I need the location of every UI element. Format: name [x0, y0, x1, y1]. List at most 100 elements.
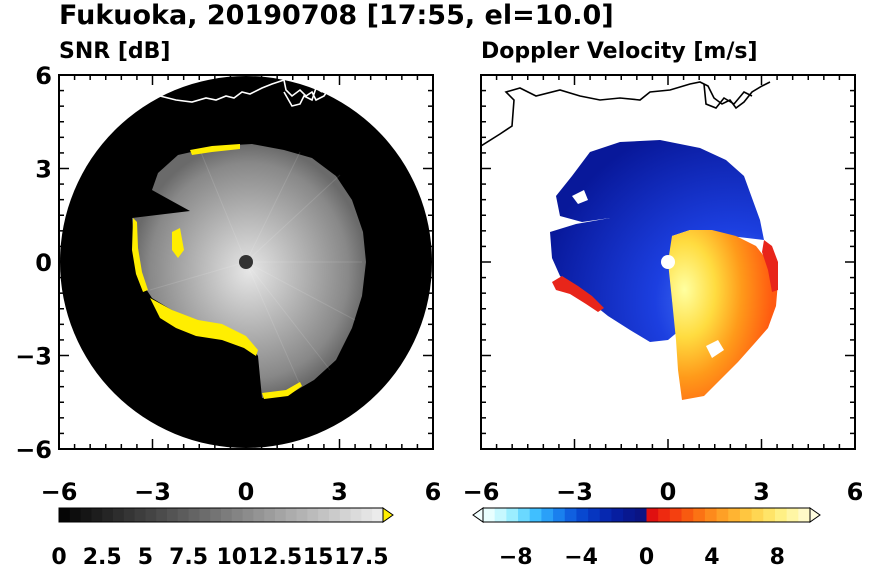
snr-colorbar-bin: [59, 508, 71, 522]
snr-colorbar-bin: [113, 508, 125, 522]
velocity-colorbar-tick-label: 4: [704, 545, 719, 570]
velocity-colorbar-tick-label: −8: [499, 545, 533, 570]
velocity-coastline: [481, 81, 771, 147]
velocity-colorbar-tick-label: 8: [770, 545, 785, 570]
snr-colorbar-tick-label: 0: [51, 545, 66, 570]
velocity-colorbar-bin: [704, 508, 718, 522]
snr-colorbar-bin: [307, 508, 319, 522]
velocity-colorbar-bin: [681, 508, 694, 522]
velocity-colorbar-bin: [553, 508, 566, 522]
snr-radial-streaks: [149, 149, 362, 386]
snr-colorbar-bin: [199, 508, 211, 522]
snr-echo-region: [132, 144, 366, 398]
velocity-subtitle: Doppler Velocity [m/s]: [481, 39, 758, 64]
velocity-gap-2: [572, 190, 588, 204]
velocity-colorbar-bin: [611, 508, 624, 522]
snr-over-range-west: [132, 218, 148, 292]
snr-colorbar-bin: [167, 508, 179, 522]
snr-colorbar-bin: [102, 508, 114, 522]
snr-colorbar-bin: [210, 508, 222, 522]
snr-colorbar-bin: [91, 508, 103, 522]
snr-y-tick-label: 0: [35, 249, 52, 277]
snr-y-tick-label: 6: [35, 62, 52, 90]
velocity-colorbar-bin: [634, 508, 647, 522]
velocity-colorbar: −8 −4 0 4 8: [472, 507, 821, 570]
velocity-colorbar-tick-label: −4: [564, 545, 598, 570]
snr-colorbar-bin: [296, 508, 308, 522]
snr-colorbar-tick-label: 10: [216, 545, 247, 570]
snr-x-tick-label: 6: [425, 478, 442, 506]
velocity-colorbar-extend-min: [472, 507, 484, 523]
snr-over-range-north: [190, 144, 240, 155]
snr-colorbar-bin: [221, 508, 233, 522]
velocity-positive-region: [668, 230, 778, 400]
velocity-colorbar-bin: [576, 508, 589, 522]
velocity-colorbar-bin: [669, 508, 683, 522]
snr-y-tick-label: −3: [15, 343, 52, 371]
velocity-colorbar-bin: [506, 508, 519, 522]
velocity-colorbar-bin: [541, 508, 554, 522]
snr-radar-site: [239, 255, 253, 269]
snr-colorbar-tick-label: 17.5: [334, 545, 388, 570]
velocity-coastline-harbor: [703, 83, 753, 109]
velocity-x-tick-label: −6: [463, 478, 500, 506]
snr-colorbar-extend-max: [382, 507, 394, 523]
velocity-colorbar-bin: [716, 508, 729, 522]
velocity-red-fringe-west: [552, 276, 604, 312]
snr-y-tick-label: 3: [35, 156, 52, 184]
snr-colorbar-bin: [361, 508, 373, 522]
snr-colorbar-bin: [318, 508, 330, 522]
velocity-colorbar-bin: [529, 508, 542, 522]
velocity-colorbar-bin: [798, 508, 811, 522]
snr-over-range: [132, 144, 302, 399]
snr-colorbar-tick-label: 2.5: [83, 545, 122, 570]
snr-colorbar-bin: [69, 508, 82, 522]
velocity-x-tick-label: 6: [847, 478, 864, 506]
snr-over-range-south: [262, 382, 302, 399]
snr-colorbar-bin: [231, 508, 244, 522]
velocity-colorbar-bin: [494, 508, 507, 522]
snr-over-range-center: [172, 228, 184, 258]
snr-x-tick-label: −6: [41, 478, 78, 506]
snr-colorbar-tick-label: 12.5: [248, 545, 302, 570]
snr-coastline-harbor: [283, 86, 323, 107]
velocity-colorbar-extend-max: [809, 507, 821, 523]
snr-colorbar-bin: [350, 508, 362, 522]
velocity-x-tick-label: 0: [660, 478, 677, 506]
snr-coastline: [159, 77, 337, 103]
snr-colorbar-bin: [242, 508, 254, 522]
velocity-colorbar-bin: [518, 508, 531, 522]
velocity-colorbar-bin: [739, 508, 753, 522]
snr-axes: −6 −3 0 3 6 6 3 0 −3 −6: [15, 62, 441, 506]
velocity-colorbar-bin: [483, 508, 496, 522]
velocity-x-tick-label: −3: [556, 478, 593, 506]
velocity-colorbar-bin: [693, 508, 706, 522]
snr-x-tick-label: 3: [331, 478, 348, 506]
snr-colorbar-bin: [123, 508, 136, 522]
velocity-panel: Doppler Velocity [m/s] −6 −3 0 3 6: [463, 39, 864, 506]
snr-colorbar-bin: [339, 508, 352, 522]
velocity-heatmap: [481, 81, 778, 400]
velocity-colorbar-bin: [658, 508, 671, 522]
velocity-colorbar-frame: [482, 507, 811, 523]
snr-colorbar-bin: [145, 508, 157, 522]
velocity-gaps: [572, 190, 724, 358]
velocity-colorbar-bin: [728, 508, 741, 522]
snr-x-tick-label: 0: [238, 478, 255, 506]
velocity-colorbar-bin: [623, 508, 636, 522]
velocity-colorbar-bin: [599, 508, 612, 522]
snr-x-tick-label: −3: [134, 478, 171, 506]
velocity-axes: −6 −3 0 3 6: [463, 74, 864, 506]
snr-colorbar-bin: [329, 508, 341, 522]
velocity-red-fringe-east: [762, 240, 778, 292]
snr-colorbar-bin: [80, 508, 92, 522]
velocity-colorbar-bin: [588, 508, 601, 522]
snr-colorbar-bin: [372, 508, 384, 522]
snr-colorbar-bin: [264, 508, 276, 522]
snr-y-tick-label: −6: [15, 436, 52, 464]
snr-colorbar-tick-label: 7.5: [169, 545, 208, 570]
snr-colorbar-frame: [58, 507, 384, 523]
snr-colorbar-tick-label: 15: [303, 545, 334, 570]
snr-colorbar-tick-label: 5: [138, 545, 153, 570]
